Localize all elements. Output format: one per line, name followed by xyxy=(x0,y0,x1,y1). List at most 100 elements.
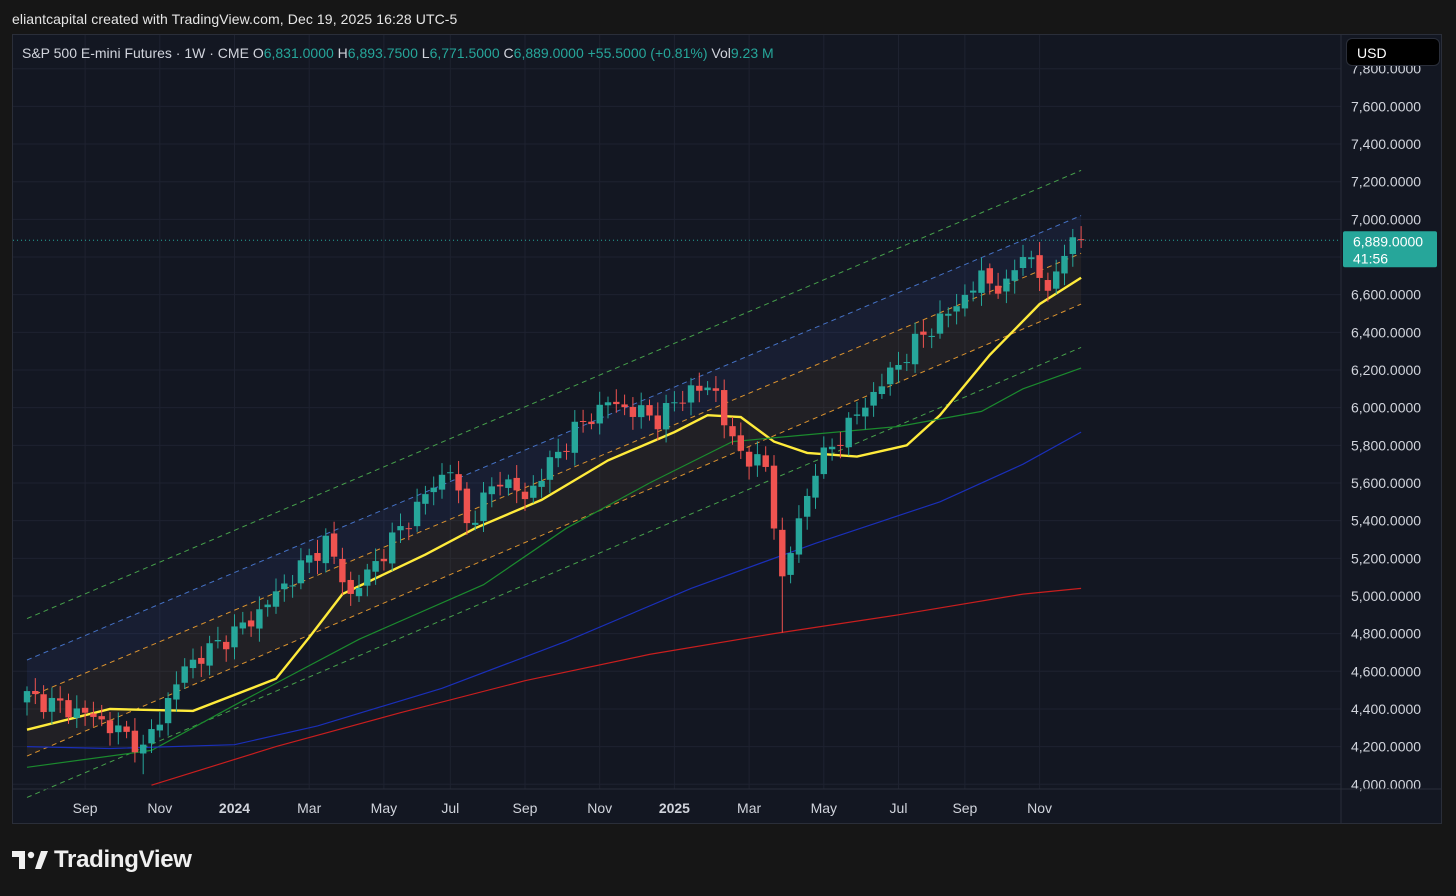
candle-body[interactable] xyxy=(1077,239,1085,241)
candle-body[interactable] xyxy=(173,684,180,700)
candle-body[interactable] xyxy=(73,708,80,718)
candle-body[interactable] xyxy=(679,402,686,404)
candle-body[interactable] xyxy=(347,579,354,594)
candle-body[interactable] xyxy=(795,518,803,555)
candle-body[interactable] xyxy=(98,716,105,720)
candle-body[interactable] xyxy=(164,698,172,724)
candle-body[interactable] xyxy=(604,402,612,406)
candle-body[interactable] xyxy=(1003,278,1010,292)
candle-body[interactable] xyxy=(223,641,230,650)
candle-body[interactable] xyxy=(1044,280,1052,291)
candle-body[interactable] xyxy=(189,659,197,669)
candle-body[interactable] xyxy=(588,421,595,425)
candle-body[interactable] xyxy=(538,480,545,487)
candle-body[interactable] xyxy=(870,391,877,406)
candle-body[interactable] xyxy=(862,407,869,417)
candle-body[interactable] xyxy=(264,604,271,608)
candle-body[interactable] xyxy=(804,495,811,517)
candle-body[interactable] xyxy=(936,313,944,334)
candle-body[interactable] xyxy=(770,465,778,529)
candle-body[interactable] xyxy=(364,569,371,586)
candle-body[interactable] xyxy=(696,385,703,391)
candle-body[interactable] xyxy=(762,455,769,467)
candle-body[interactable] xyxy=(903,362,910,364)
candle-body[interactable] xyxy=(1053,271,1060,289)
candle-body[interactable] xyxy=(181,666,188,683)
candle-body[interactable] xyxy=(455,474,462,491)
candle-body[interactable] xyxy=(480,492,487,522)
candle-body[interactable] xyxy=(40,694,47,713)
candle-body[interactable] xyxy=(90,713,97,717)
candle-body[interactable] xyxy=(895,364,902,370)
candle-body[interactable] xyxy=(23,691,31,703)
candle-body[interactable] xyxy=(148,729,155,744)
candle-body[interactable] xyxy=(712,388,720,391)
candle-body[interactable] xyxy=(579,420,587,422)
candle-body[interactable] xyxy=(405,528,412,530)
candle-body[interactable] xyxy=(156,724,163,731)
candle-body[interactable] xyxy=(380,558,388,562)
candle-body[interactable] xyxy=(140,744,147,754)
candle-body[interactable] xyxy=(961,294,969,309)
candle-body[interactable] xyxy=(438,474,446,490)
candle-body[interactable] xyxy=(488,486,495,495)
candle-body[interactable] xyxy=(629,406,637,417)
candle-body[interactable] xyxy=(372,561,379,572)
candle-body[interactable] xyxy=(472,522,479,525)
candle-body[interactable] xyxy=(389,532,396,564)
candle-body[interactable] xyxy=(306,555,313,563)
candle-body[interactable] xyxy=(986,268,993,284)
candle-body[interactable] xyxy=(65,700,72,718)
candle-body[interactable] xyxy=(878,386,886,395)
candle-body[interactable] xyxy=(330,533,338,557)
candle-body[interactable] xyxy=(555,451,562,459)
candle-body[interactable] xyxy=(1028,257,1035,260)
candle-body[interactable] xyxy=(911,333,919,365)
candle-body[interactable] xyxy=(256,609,263,629)
candle-body[interactable] xyxy=(413,501,421,527)
candle-body[interactable] xyxy=(945,313,952,316)
candle-body[interactable] xyxy=(737,435,744,451)
candle-body[interactable] xyxy=(48,697,56,712)
candle-body[interactable] xyxy=(115,725,122,733)
candle-body[interactable] xyxy=(754,454,761,466)
candle-body[interactable] xyxy=(1069,237,1076,254)
candle-body[interactable] xyxy=(198,657,205,664)
candle-body[interactable] xyxy=(1036,255,1043,278)
candle-body[interactable] xyxy=(1011,270,1018,281)
candle-body[interactable] xyxy=(687,385,695,403)
candle-body[interactable] xyxy=(638,405,645,418)
candle-body[interactable] xyxy=(505,479,512,488)
candle-body[interactable] xyxy=(297,560,305,584)
candle-body[interactable] xyxy=(496,484,504,487)
candle-body[interactable] xyxy=(206,643,213,666)
candle-body[interactable] xyxy=(546,457,554,480)
candle-body[interactable] xyxy=(339,558,346,583)
candle-body[interactable] xyxy=(214,640,222,642)
candle-body[interactable] xyxy=(646,405,653,416)
candle-body[interactable] xyxy=(887,367,894,385)
candle-body[interactable] xyxy=(671,402,678,404)
candle-body[interactable] xyxy=(447,472,454,474)
candle-body[interactable] xyxy=(779,529,786,577)
candle-body[interactable] xyxy=(131,730,139,753)
candle-body[interactable] xyxy=(820,447,827,475)
candle-body[interactable] xyxy=(430,487,437,493)
candle-body[interactable] xyxy=(953,306,960,312)
candle-body[interactable] xyxy=(289,585,296,587)
candle-body[interactable] xyxy=(314,553,321,561)
candle-body[interactable] xyxy=(1061,255,1068,274)
candle-body[interactable] xyxy=(621,404,628,408)
candle-body[interactable] xyxy=(812,475,819,498)
candle-body[interactable] xyxy=(994,285,1002,294)
candle-body[interactable] xyxy=(828,446,836,450)
candle-body[interactable] xyxy=(704,387,711,391)
candle-body[interactable] xyxy=(853,414,861,416)
candle-body[interactable] xyxy=(231,626,238,648)
candle-body[interactable] xyxy=(106,720,114,734)
candle-body[interactable] xyxy=(281,583,288,590)
candle-body[interactable] xyxy=(32,690,39,695)
candle-body[interactable] xyxy=(57,698,64,701)
candle-body[interactable] xyxy=(745,451,753,467)
candle-body[interactable] xyxy=(322,535,329,564)
